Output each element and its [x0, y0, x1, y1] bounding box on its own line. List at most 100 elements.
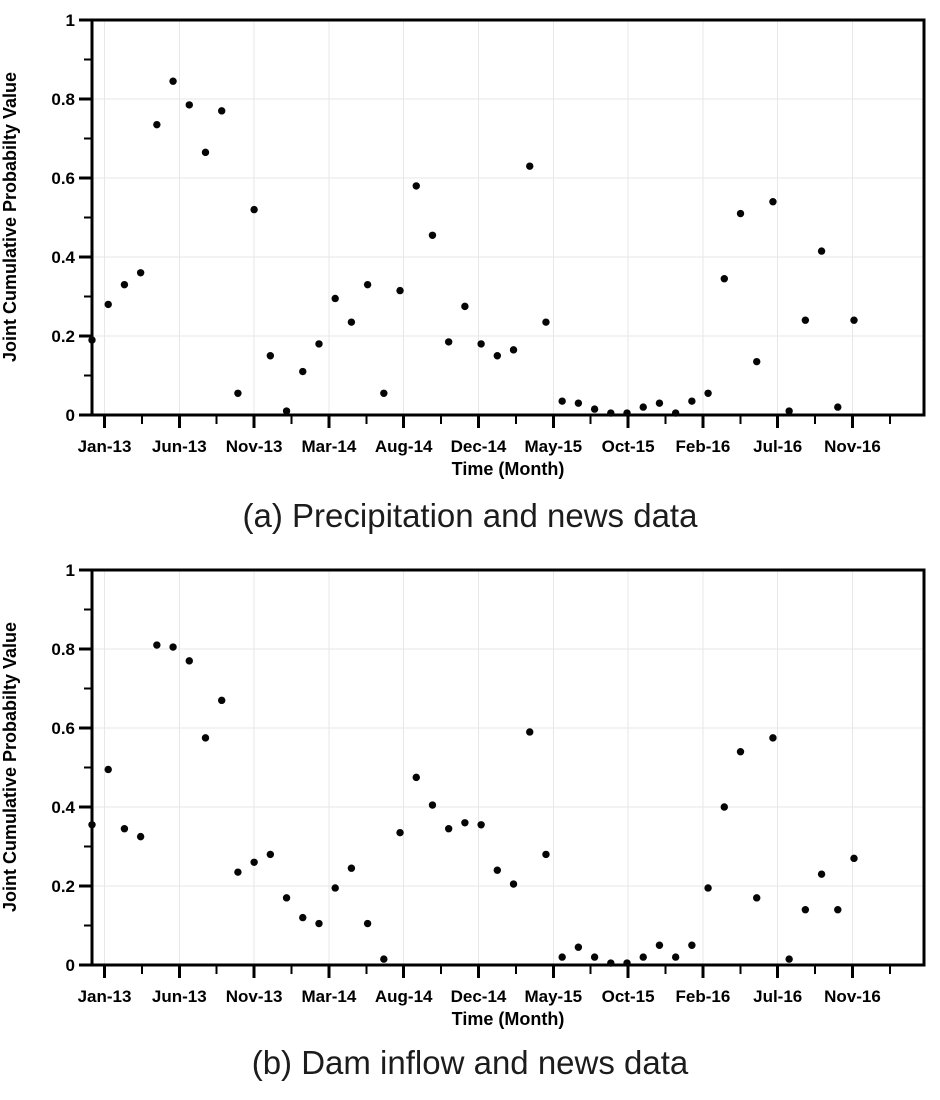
- chart-b-plot: 0 0.2 0.4 0.6 0.8 1 Jan-13 Jun-13 Nov-13 Mar-14 Au…: [0, 561, 926, 1029]
- data-point: [509, 346, 518, 354]
- data-point: [623, 959, 631, 967]
- data-point: [607, 959, 615, 967]
- data-point: [169, 77, 177, 85]
- data-point: [104, 300, 112, 309]
- data-point: [331, 294, 339, 303]
- data-point: [558, 953, 566, 961]
- data-point: [331, 884, 339, 892]
- data-point: [412, 182, 420, 190]
- data-point: [201, 148, 210, 157]
- data-point: [542, 850, 550, 859]
- x-tick-label: Aug-14: [375, 437, 433, 456]
- data-point: [153, 120, 161, 129]
- x-tick-label: Jun-13: [152, 987, 207, 1006]
- x-tick-label: Jun-13: [152, 437, 207, 456]
- data-point: [412, 773, 420, 782]
- data-point: [526, 162, 534, 170]
- chart-b-y-axis-label: Joint Cumulative Probabilty Value: [0, 622, 20, 912]
- data-point: [347, 318, 356, 326]
- data-point: [785, 955, 793, 963]
- chart-b-caption: (b) Dam inflow and news data: [251, 1044, 689, 1081]
- data-point: [817, 870, 826, 878]
- x-tick-label: Mar-14: [301, 987, 356, 1006]
- data-point: [136, 832, 145, 841]
- data-point: [850, 854, 858, 863]
- x-tick-label: Oct-15: [602, 987, 655, 1006]
- y-tick-label: 0.6: [51, 719, 75, 738]
- data-point: [120, 825, 129, 833]
- x-tick-label: Feb-16: [676, 437, 731, 456]
- data-point: [704, 389, 712, 397]
- data-point: [315, 919, 323, 928]
- data-point: [558, 397, 566, 405]
- data-point: [104, 765, 112, 774]
- plot-frame: [90, 568, 926, 967]
- data-point: [299, 367, 307, 376]
- data-point: [218, 696, 226, 705]
- data-point: [688, 941, 696, 949]
- x-tick-label: Nov-13: [226, 437, 283, 456]
- data-point: [234, 389, 242, 397]
- chart-b-generated: 0 0.2 0.4 0.6 0.8 1 Jan-13 Jun-13 Nov-13 Mar-14 Au…: [51, 561, 926, 1006]
- data-point: [801, 316, 810, 324]
- chart-a-plot: 0 0.2 0.4 0.6 0.8 1 Jan-13 Jun-13 Nov-13 Mar-14 Au…: [0, 11, 926, 479]
- chart-a-x-axis-label: Time (Month): [452, 459, 565, 479]
- data-point: [428, 801, 437, 809]
- data-point: [88, 336, 96, 344]
- data-point: [477, 340, 485, 348]
- x-tick-label: Jan-13: [78, 987, 132, 1006]
- data-point: [169, 643, 177, 651]
- data-point: [396, 828, 404, 837]
- data-point: [590, 405, 599, 413]
- data-point: [671, 409, 680, 417]
- chart-a-y-axis-label: Joint Cumulative Probabilty Value: [0, 72, 20, 362]
- data-point: [120, 280, 129, 289]
- x-tick-label: Mar-14: [301, 437, 356, 456]
- data-point: [526, 728, 534, 736]
- data-point: [315, 340, 323, 348]
- data-point: [136, 269, 145, 277]
- y-tick-label: 0.2: [51, 877, 75, 896]
- data-point: [347, 864, 356, 872]
- data-point: [509, 880, 518, 888]
- y-tick-label: 0.4: [51, 798, 75, 817]
- y-tick-label: 0.4: [51, 248, 75, 267]
- data-point: [753, 894, 761, 902]
- data-point: [299, 913, 307, 922]
- data-point: [704, 884, 712, 892]
- data-point: [282, 894, 291, 902]
- y-tick-label: 0: [66, 956, 75, 975]
- data-point: [250, 858, 258, 866]
- x-tick-label: Feb-16: [676, 987, 731, 1006]
- data-point: [266, 352, 275, 360]
- y-tick-label: 0.8: [51, 640, 75, 659]
- x-tick-label: May-15: [524, 437, 582, 456]
- data-point: [655, 399, 664, 407]
- x-tick-label: Nov-16: [824, 987, 881, 1006]
- data-point: [266, 850, 275, 859]
- x-tick-label: Jul-16: [753, 437, 802, 456]
- data-point: [218, 107, 226, 115]
- data-point: [396, 286, 404, 295]
- data-point: [817, 247, 826, 255]
- data-point: [834, 403, 842, 411]
- data-point: [493, 866, 502, 874]
- x-tick-label: Jan-13: [78, 437, 132, 456]
- x-tick-label: Dec-14: [451, 437, 507, 456]
- chart-a-caption: (a) Precipitation and news data: [242, 497, 698, 534]
- x-tick-label: May-15: [524, 987, 582, 1006]
- data-point: [477, 821, 485, 829]
- x-tick-label: Dec-14: [451, 987, 507, 1006]
- y-tick-label: 1: [66, 561, 75, 580]
- y-tick-label: 1: [66, 11, 75, 30]
- data-point: [185, 101, 193, 109]
- data-point: [769, 734, 777, 742]
- data-point: [574, 943, 583, 951]
- y-tick-label: 0: [66, 406, 75, 425]
- plot-frame: [90, 18, 926, 417]
- data-point: [753, 357, 761, 366]
- data-point: [461, 819, 469, 827]
- data-point: [801, 906, 810, 914]
- data-point: [250, 205, 258, 214]
